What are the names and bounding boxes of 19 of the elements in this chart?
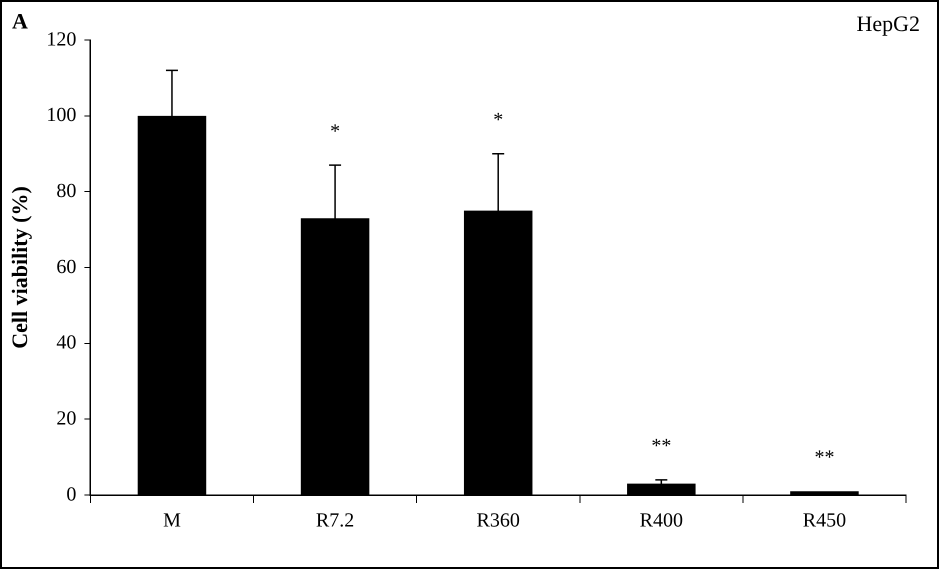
y-axis-title: Cell viability (%) xyxy=(6,186,32,349)
annotation: * xyxy=(493,109,504,131)
annotation: ** xyxy=(651,435,672,458)
y-tick-label: 40 xyxy=(56,332,76,354)
text: A xyxy=(12,8,28,34)
y-tick-label: 120 xyxy=(46,28,76,50)
x-tick-label: R450 xyxy=(802,509,846,532)
y-tick-label: 100 xyxy=(46,104,76,126)
text: HepG2 xyxy=(856,10,920,36)
x-tick-label: R360 xyxy=(476,509,520,532)
x-tick-label: M xyxy=(163,509,182,532)
y-tick-label: 60 xyxy=(56,256,76,278)
y-tick-label: 80 xyxy=(56,180,76,202)
y-tick-label: 20 xyxy=(56,407,76,430)
y-tick-label: 0 xyxy=(66,483,76,506)
x-tick-label: R7.2 xyxy=(316,509,354,532)
annotation: ** xyxy=(814,446,834,468)
annotation: * xyxy=(330,120,340,142)
x-tick-label: R400 xyxy=(640,509,683,532)
